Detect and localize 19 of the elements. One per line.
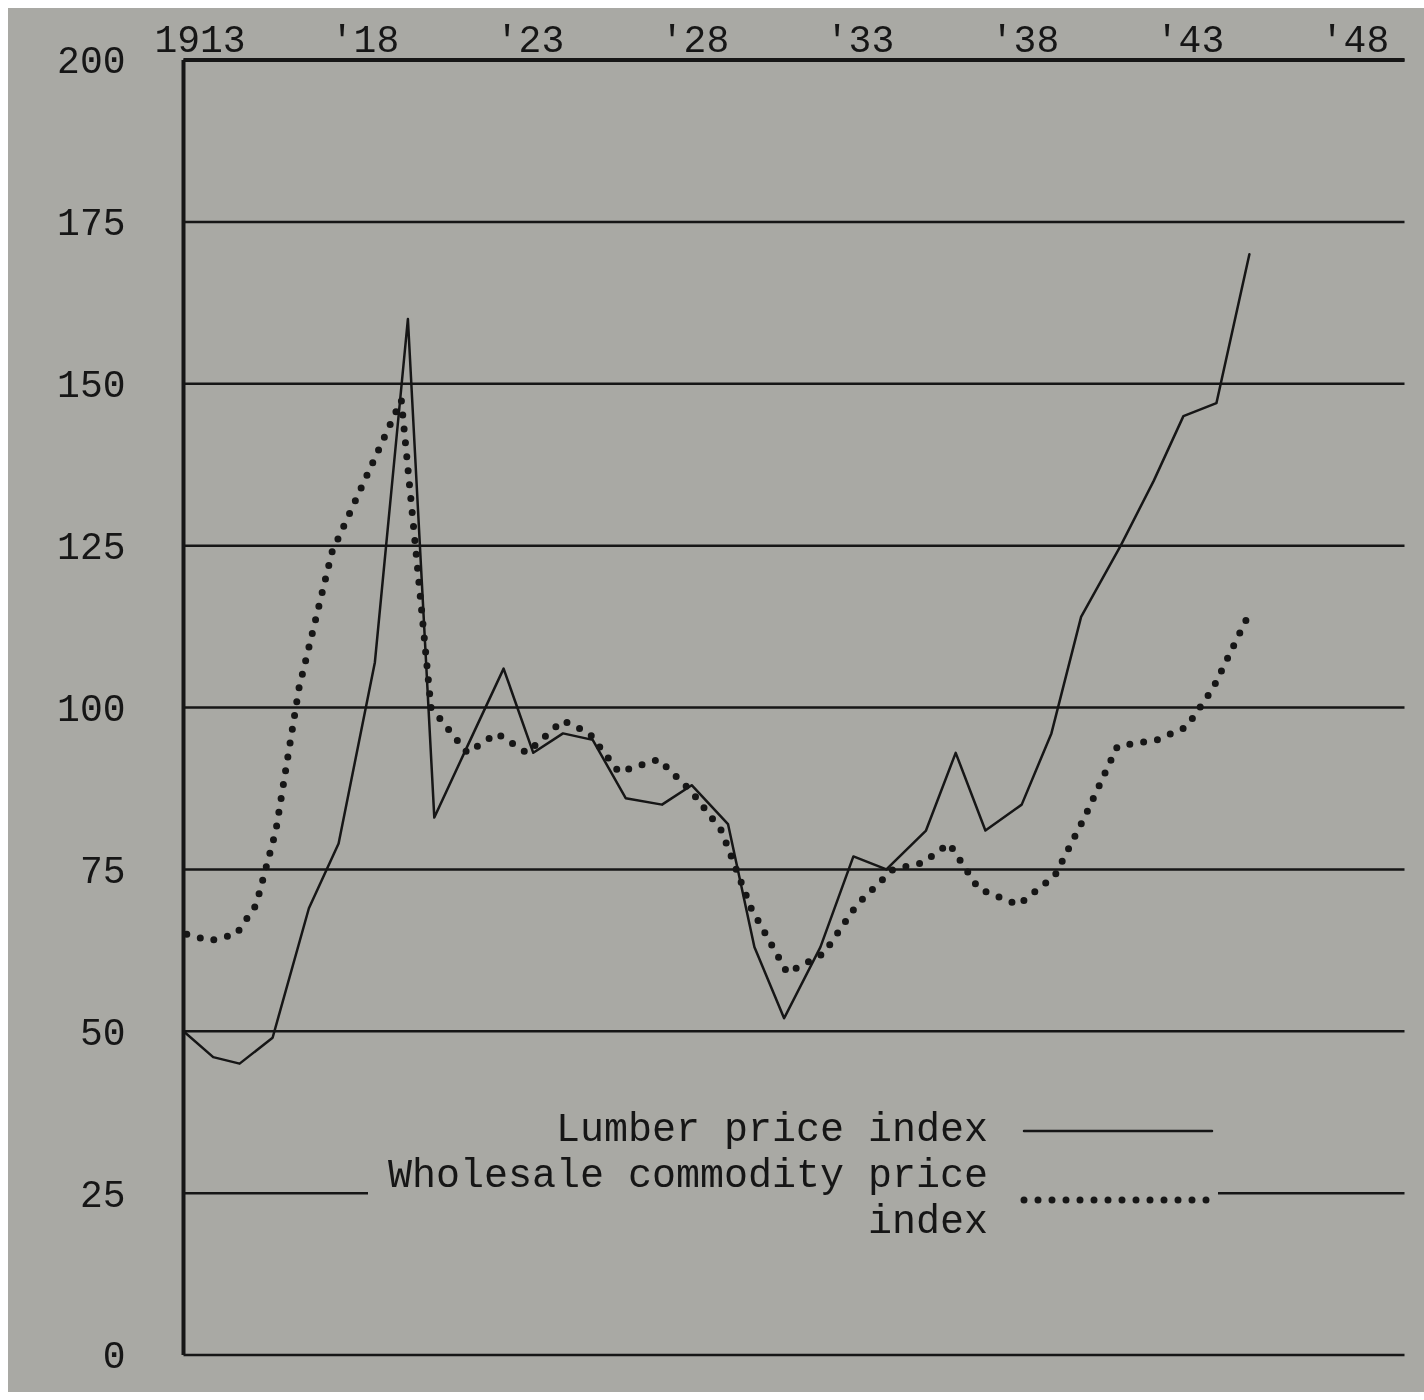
legend-label: Wholesale commodity price index [386,1154,988,1246]
x-tick-label: '43 [1155,20,1225,63]
y-tick-label: 125 [57,527,126,571]
y-tick-label: 100 [57,688,126,732]
x-tick-label: '18 [330,20,400,63]
x-tick-label: '48 [1320,20,1390,63]
y-tick-label: 150 [57,365,126,409]
x-tick-label: '28 [660,20,730,63]
y-tick-label: 25 [79,1174,126,1218]
y-tick-label: 200 [57,41,126,85]
y-tick-label: 50 [79,1012,126,1056]
x-tick-label: '38 [990,20,1060,63]
y-tick-label: 175 [57,203,126,247]
x-tick-label: '33 [825,20,895,63]
x-tick-label: '23 [495,20,565,63]
x-tick-label: 1913 [154,20,246,63]
y-tick-label: 0 [102,1336,126,1380]
y-tick-label: 75 [79,850,126,894]
legend-label: Lumber price index [555,1108,988,1154]
